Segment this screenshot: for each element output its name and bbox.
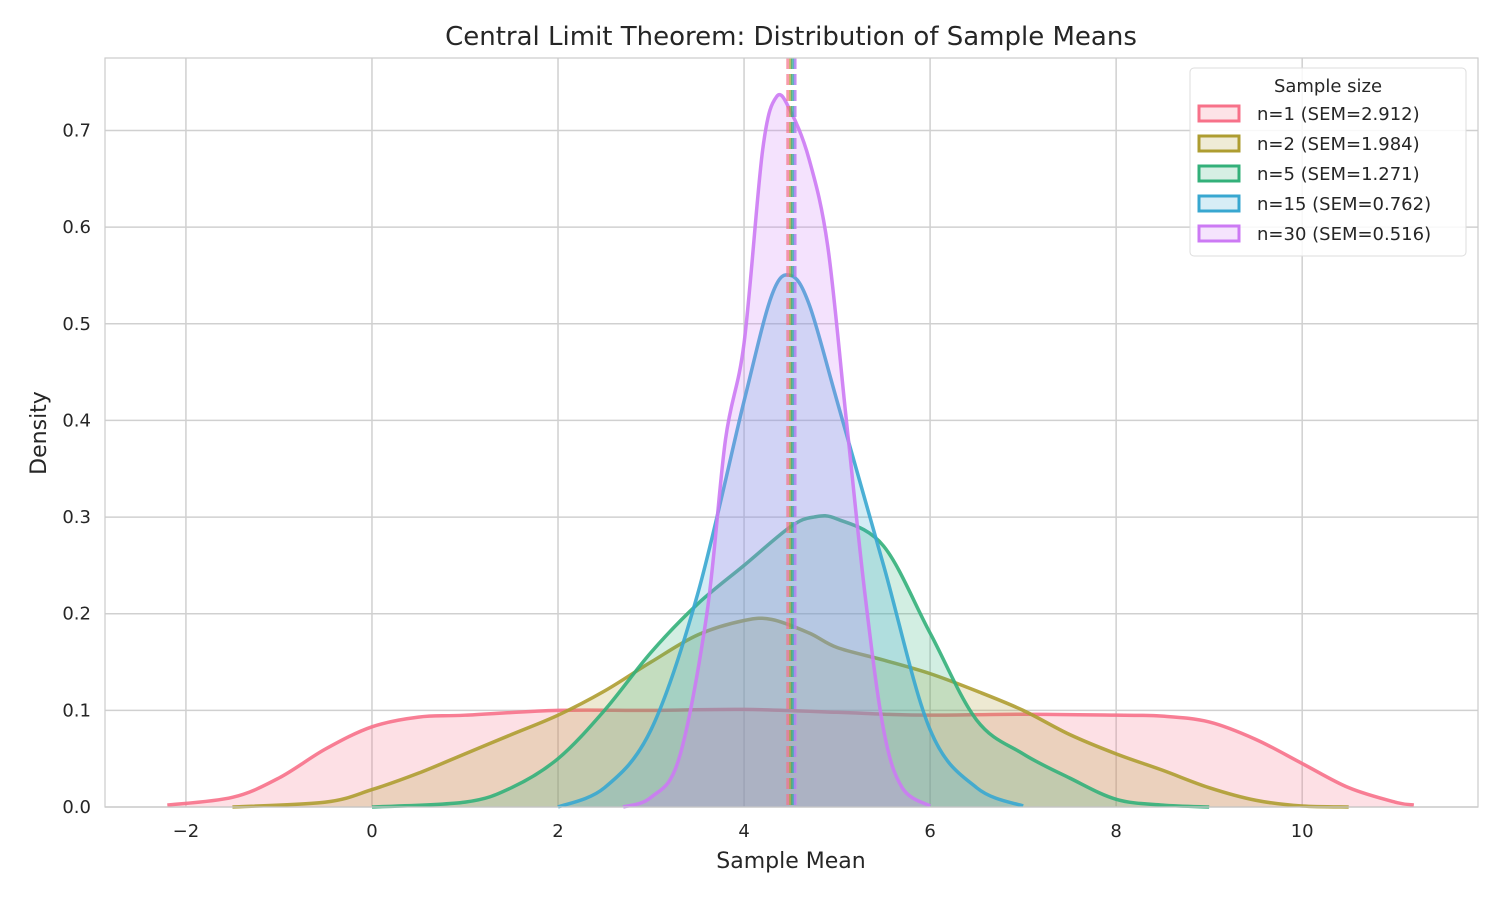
chart-title: Central Limit Theorem: Distribution of S… <box>445 22 1137 52</box>
legend: Sample size n=1 (SEM=2.912) n=2 (SEM=1.98… <box>1189 67 1467 257</box>
y-axis-label: Density <box>27 391 52 475</box>
y-tick-label: 0.2 <box>62 604 91 625</box>
legend-swatch-1 <box>1197 134 1241 153</box>
tick-labels: −2 0 2 4 6 8 10 0.0 0.1 0.2 0.3 0.4 0.5 0.6 0.7 <box>62 120 1313 842</box>
y-tick-label: 0.5 <box>62 314 91 335</box>
mean-lines <box>786 58 797 807</box>
legend-swatch-2 <box>1197 164 1241 183</box>
legend-label-0: n=1 (SEM=2.912) <box>1257 104 1420 125</box>
area-fill-1 <box>232 618 1349 807</box>
density-line-0 <box>167 707 1415 807</box>
y-tick-label: 0.6 <box>62 217 91 238</box>
area-fill-0 <box>167 709 1414 807</box>
legend-swatch-4 <box>1197 224 1241 243</box>
legend-title: Sample size <box>1274 76 1382 97</box>
legend-swatch-0 <box>1197 104 1241 123</box>
area-fill-2 <box>371 515 1210 807</box>
legend-label-4: n=30 (SEM=0.516) <box>1257 224 1431 245</box>
y-tick-label: 0.3 <box>62 507 91 528</box>
x-tick-label: 4 <box>738 821 749 842</box>
legend-label-1: n=2 (SEM=1.984) <box>1257 134 1420 155</box>
x-tick-label: 0 <box>366 821 377 842</box>
plot-frame <box>104 57 1479 808</box>
legend-box <box>1189 67 1467 257</box>
x-tick-label: −2 <box>173 821 200 842</box>
area-fill-4 <box>623 94 931 807</box>
y-tick-label: 0.0 <box>62 797 91 818</box>
y-tick-label: 0.1 <box>62 700 91 721</box>
x-tick-label: 2 <box>552 821 563 842</box>
x-axis-label: Sample Mean <box>716 849 865 874</box>
x-tick-label: 6 <box>924 821 935 842</box>
x-tick-label: 10 <box>1291 821 1314 842</box>
density-line-2 <box>371 513 1210 809</box>
y-tick-label: 0.7 <box>62 120 91 141</box>
density-line-1 <box>232 616 1349 809</box>
density-line-4 <box>622 92 932 809</box>
x-tick-label: 8 <box>1110 821 1121 842</box>
y-tick-label: 0.4 <box>62 410 91 431</box>
legend-swatch-3 <box>1197 194 1241 213</box>
legend-label-2: n=5 (SEM=1.271) <box>1257 164 1420 185</box>
legend-label-3: n=15 (SEM=0.762) <box>1257 194 1431 215</box>
